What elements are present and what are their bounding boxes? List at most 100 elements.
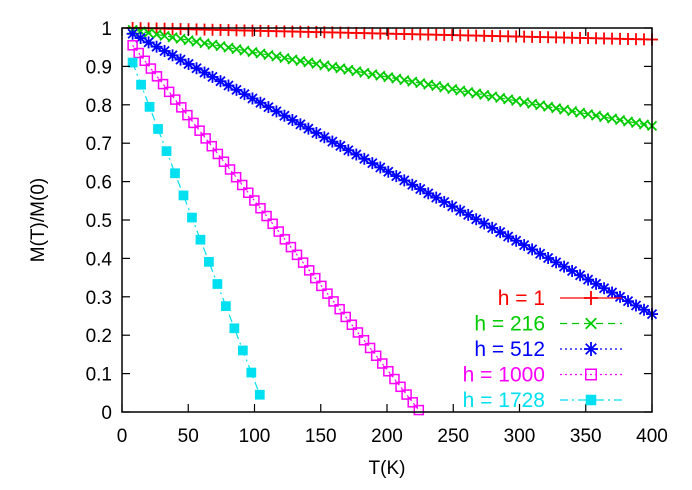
data-point — [399, 74, 410, 86]
data-point — [367, 69, 378, 80]
plot-marks — [126, 22, 658, 416]
data-point — [542, 101, 554, 112]
data-point — [223, 80, 234, 91]
data-point — [487, 222, 498, 233]
data-point — [574, 270, 586, 281]
data-point — [359, 153, 370, 164]
data-point — [638, 119, 650, 130]
data-point — [133, 47, 144, 59]
data-point — [178, 190, 189, 201]
data-point — [352, 327, 364, 338]
data-point — [303, 265, 315, 276]
data-point — [279, 110, 290, 121]
x-tick-label: 400 — [636, 426, 668, 447]
data-point — [598, 111, 610, 123]
x-axis-title: T(K) — [369, 458, 406, 479]
data-point — [630, 300, 642, 311]
data-point — [423, 188, 434, 199]
data-point — [319, 132, 330, 143]
data-point — [343, 64, 354, 75]
data-point — [297, 257, 309, 268]
data-point — [566, 106, 578, 117]
data-point — [622, 116, 634, 127]
x-tick-label: 250 — [437, 426, 469, 447]
y-tick-label: 0.8 — [86, 96, 112, 117]
data-point — [519, 97, 530, 108]
data-point — [375, 162, 386, 173]
data-point — [163, 86, 175, 98]
data-point — [335, 140, 346, 152]
data-point — [511, 235, 522, 246]
data-point — [200, 133, 211, 144]
data-point — [383, 72, 394, 83]
x-tick-label: 200 — [371, 426, 403, 447]
data-point — [413, 404, 425, 416]
x-tick-label: 350 — [570, 426, 602, 447]
data-point — [212, 148, 224, 160]
data-point — [401, 389, 412, 400]
data-point — [303, 123, 314, 134]
data-point — [407, 397, 418, 408]
data-point — [199, 67, 210, 78]
data-point — [224, 164, 236, 175]
x-tick-label: 300 — [504, 426, 536, 447]
y-tick-label: 0.7 — [86, 134, 112, 155]
data-point — [204, 256, 214, 267]
y-tick-label: 0.6 — [86, 173, 112, 194]
data-point — [143, 27, 154, 39]
data-point — [566, 265, 578, 277]
data-point — [151, 71, 163, 82]
data-point — [334, 303, 345, 315]
data-point — [495, 227, 506, 238]
data-point — [550, 257, 562, 268]
data-point — [151, 41, 162, 52]
data-point — [351, 66, 362, 77]
data-point — [182, 109, 193, 121]
series-1 — [127, 24, 658, 132]
x-tick-label: 50 — [178, 426, 199, 447]
legend-marker — [585, 343, 597, 355]
data-point — [263, 49, 274, 61]
data-point — [271, 106, 282, 117]
data-point — [295, 119, 306, 130]
data-point — [527, 98, 538, 109]
legend-label: h = 216 — [474, 313, 545, 336]
data-point — [455, 205, 466, 216]
data-point — [328, 296, 339, 307]
data-point — [407, 179, 418, 190]
axes: 0 50 100 150 200 250 300 350 400 0 0.1 0.2 0.3 0.4 0.5… — [86, 19, 668, 447]
data-point — [212, 279, 223, 289]
data-point — [383, 366, 394, 377]
data-point — [175, 33, 186, 44]
data-point — [183, 35, 194, 46]
data-point — [622, 296, 634, 307]
data-point — [463, 209, 474, 221]
data-point — [487, 91, 498, 102]
data-point — [175, 54, 186, 65]
data-point — [370, 350, 382, 361]
data-point — [590, 110, 602, 121]
data-point — [195, 234, 206, 245]
y-tick-label: 1 — [101, 19, 112, 40]
data-point — [187, 212, 197, 223]
data-point — [223, 42, 234, 53]
data-point — [255, 203, 266, 214]
data-point — [230, 171, 242, 183]
data-point — [170, 168, 180, 179]
data-point — [431, 80, 442, 92]
data-point — [167, 32, 178, 43]
data-point — [127, 40, 138, 51]
data-point — [503, 94, 514, 105]
data-point — [455, 85, 466, 96]
legend-label: h = 1000 — [463, 364, 545, 387]
data-point — [479, 218, 490, 229]
data-point — [159, 45, 170, 57]
data-point — [327, 61, 338, 72]
data-point — [415, 183, 426, 195]
data-point — [534, 100, 546, 111]
data-point — [127, 28, 138, 39]
data-point — [447, 201, 458, 212]
data-point — [243, 187, 254, 199]
data-point — [351, 149, 362, 160]
